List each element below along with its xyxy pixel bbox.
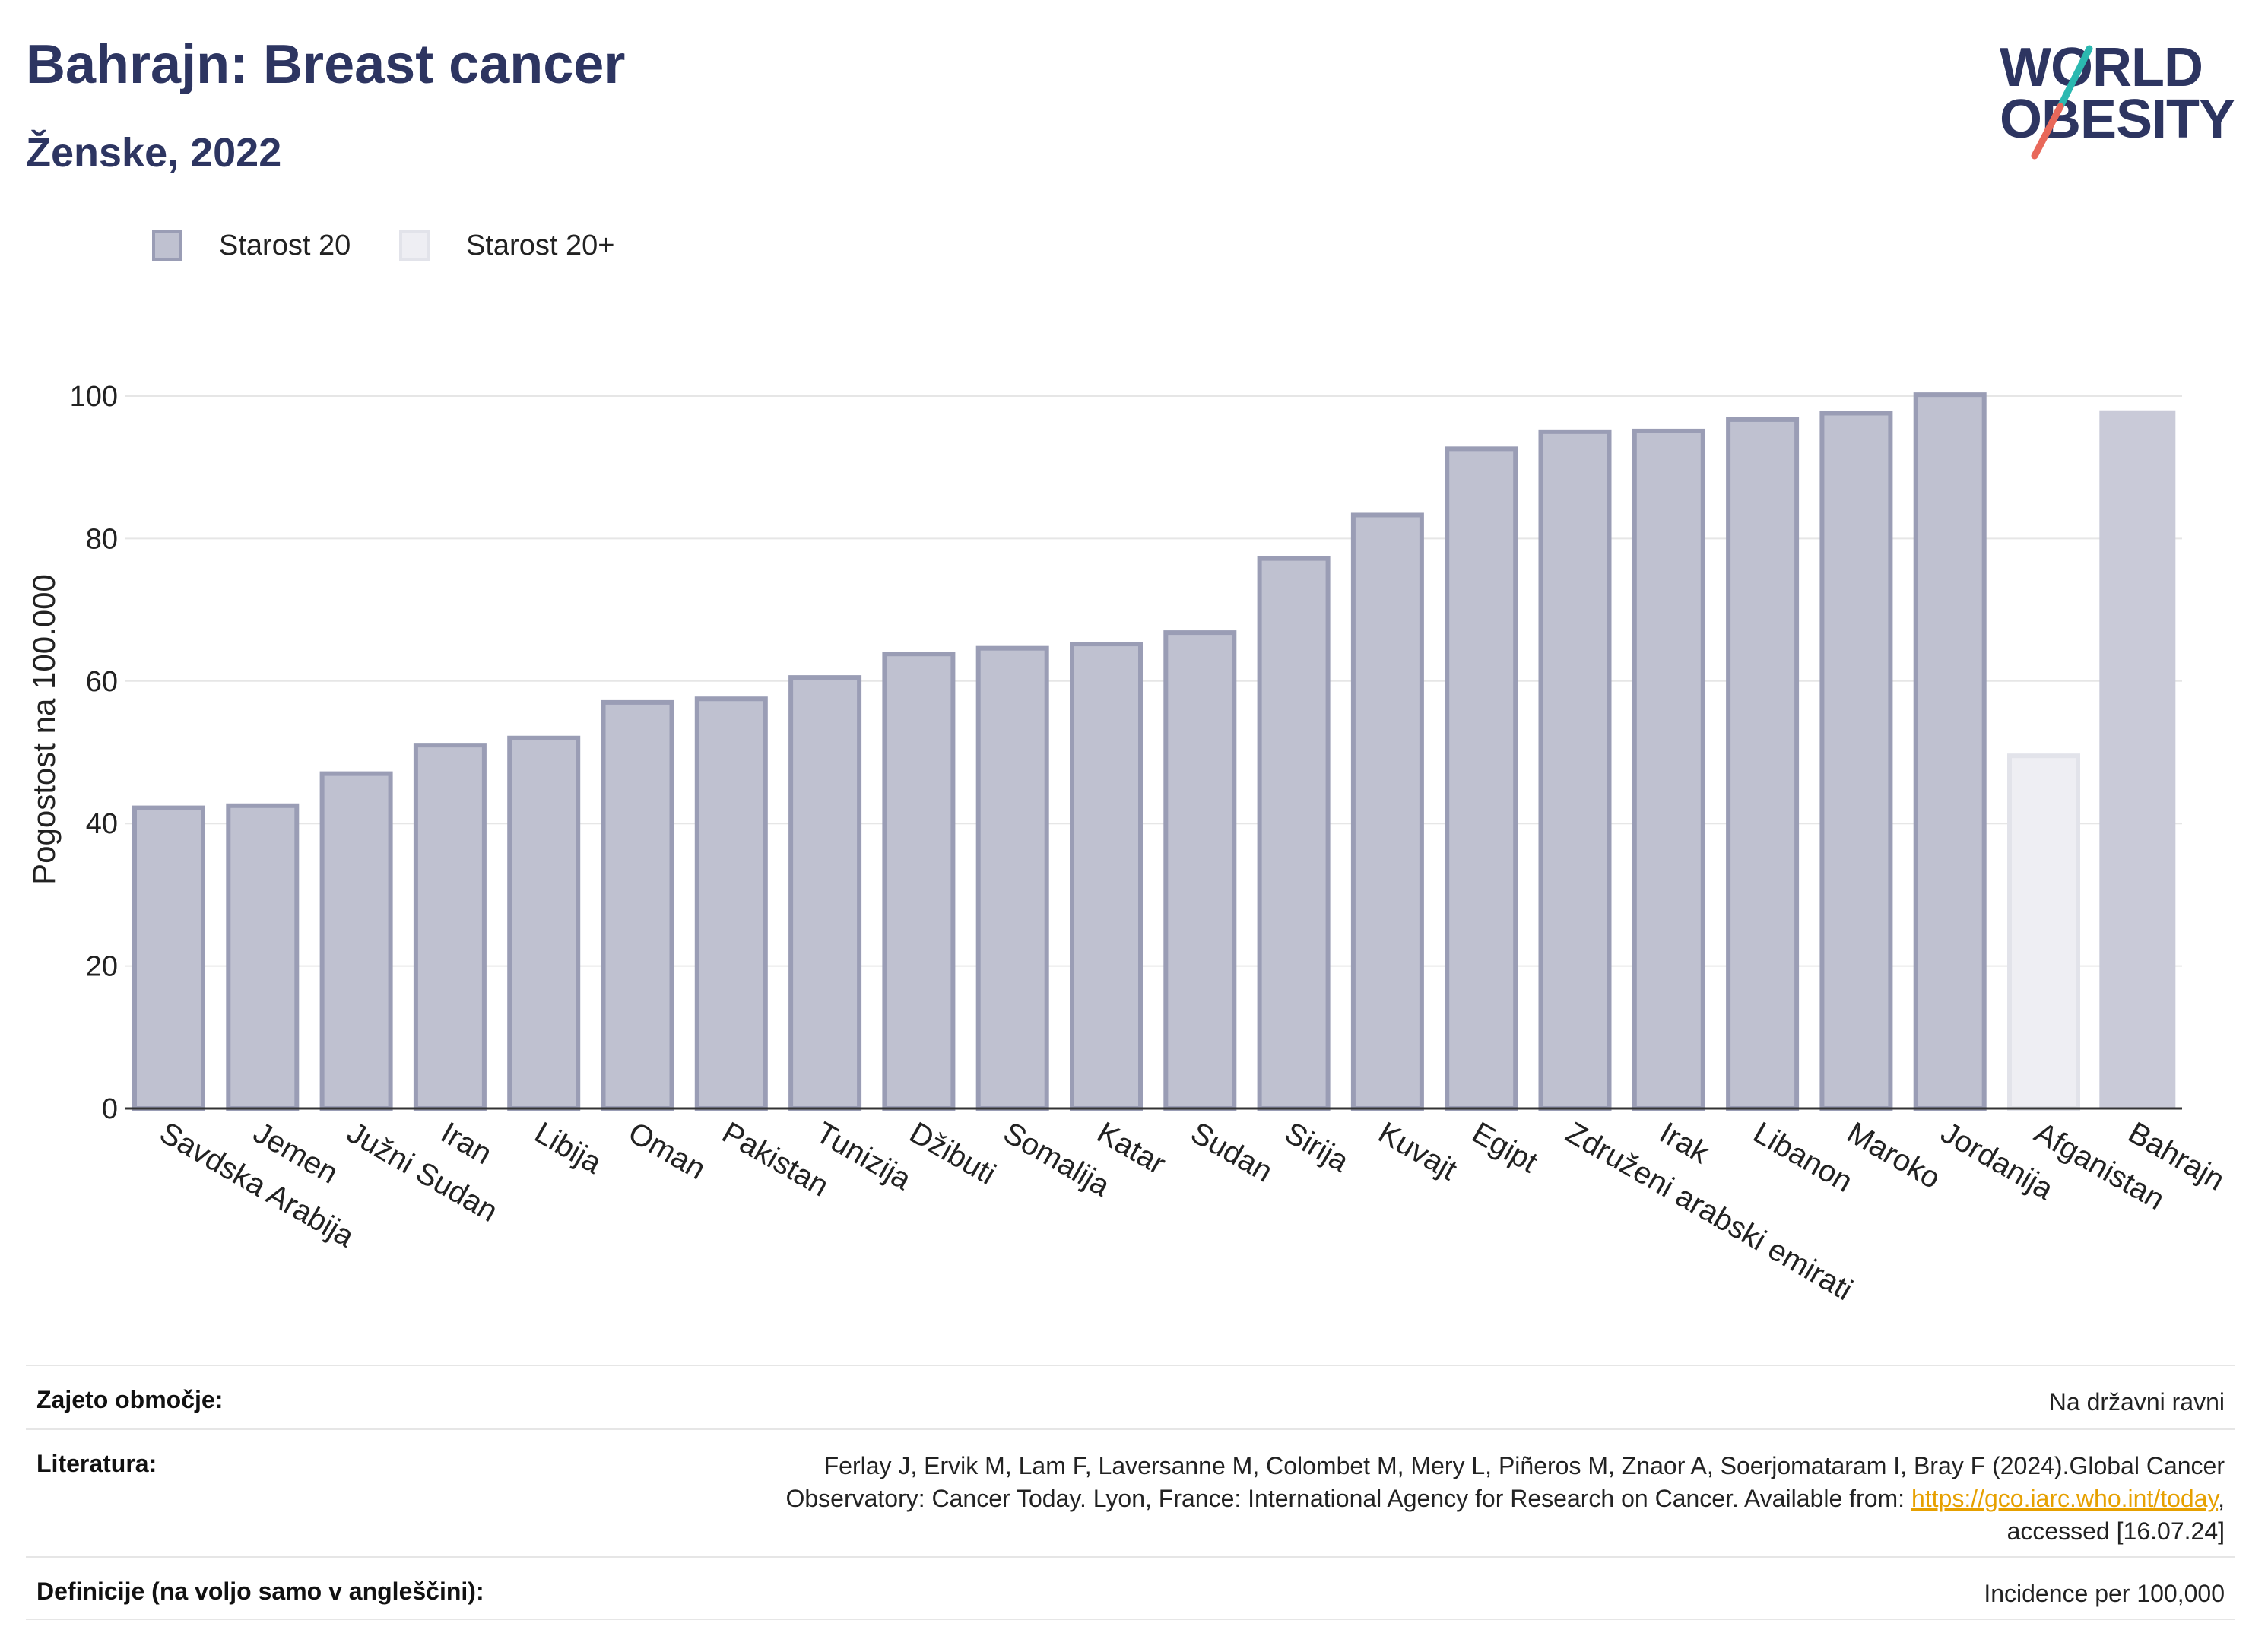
y-tick-label: 40 [86,808,118,840]
x-tick-label: Irak [1654,1116,1715,1171]
footer-value: Incidence per 100,000 [1984,1580,2225,1607]
bar-sudan[interactable] [1163,630,1237,1111]
footer-row-definitions: Definicije (na voljo samo v angleščini):… [26,1556,2235,1620]
y-tick-label: 0 [102,1093,118,1125]
bar-savdska-arabija[interactable] [132,805,205,1111]
x-tick-label: Oman [623,1116,711,1187]
bar-egipt[interactable] [1445,446,1518,1111]
footer-value: Na državni ravni [2048,1388,2225,1416]
logo-slash-icon [2031,45,2093,160]
literature-text: Observatory: Cancer Today. Lyon, France:… [785,1485,1911,1512]
x-tick-label: Kuvajt [1372,1116,1462,1187]
x-tick-label: Libanon [1748,1116,1858,1199]
bar-kuvajt[interactable] [1350,512,1424,1111]
x-tick-label: Sudan [1185,1116,1278,1189]
y-tick-label: 20 [86,951,118,983]
x-tick-label: Libija [529,1116,608,1181]
footer-key: Definicije (na voljo samo v angleščini): [36,1577,484,1605]
y-tick-label: 60 [86,666,118,698]
y-tick-label: 100 [70,381,118,413]
legend-swatch-starost-20 [152,230,182,261]
bar-džibuti[interactable] [882,652,956,1111]
bar-oman[interactable] [601,699,674,1111]
literature-text-end: , [2218,1485,2225,1512]
bar-somalija[interactable] [975,645,1049,1111]
bar-pakistan[interactable] [694,696,768,1111]
x-tick-label: Pakistan [716,1116,834,1203]
legend-label: Starost 20+ [466,230,615,262]
bar-libija[interactable] [507,735,581,1111]
bar-maroko[interactable] [1819,411,1893,1111]
x-tick-label: Sirija [1279,1116,1355,1179]
x-tick-label: Džibuti [904,1116,1001,1191]
literature-line-2: Observatory: Cancer Today. Lyon, France:… [552,1482,2225,1515]
bar-iran[interactable] [413,743,487,1111]
bar-irak[interactable] [1632,428,1705,1111]
x-tick-label: Somalija [998,1116,1115,1203]
footer-key: Literatura: [36,1450,157,1477]
literature-link[interactable]: https://gco.iarc.who.int/today [1911,1485,2219,1512]
y-axis-label: Pogostost na 100.000 [26,574,62,885]
logo-line-1: WORLD [2000,37,2203,98]
world-obesity-logo[interactable]: WORLD OBESITY [1977,23,2243,167]
footer-row-literature: Literatura: Ferlay J, Ervik M, Lam F, La… [26,1428,2235,1556]
bar-združeni-arabski-emirati[interactable] [1538,429,1612,1111]
bar-bahrajn[interactable] [2099,410,2176,1108]
logo-line-2: OBESITY [2000,89,2235,150]
literature-line-1: Ferlay J, Ervik M, Lam F, Laversanne M, … [823,1452,2225,1479]
y-tick-label: 80 [86,523,118,555]
footer-key: Zajeto območje: [36,1386,224,1413]
bar-katar[interactable] [1070,642,1143,1111]
bar-jemen[interactable] [226,803,300,1111]
legend-swatch-starost-20-plus [399,230,430,261]
chart-title: Bahrajn: Breast cancer [26,34,626,95]
literature-line-3: accessed [16.07.24] [2006,1517,2225,1545]
bar-jordanija[interactable] [1913,392,1987,1111]
bar-tunizija[interactable] [788,675,862,1111]
x-tick-label: Maroko [1841,1116,1946,1196]
legend-label: Starost 20 [219,230,351,262]
bar-afganistan[interactable] [2007,753,2080,1111]
x-tick-label: Egipt [1467,1116,1543,1180]
x-tick-label: Iran [435,1116,497,1172]
bar-južni-sudan[interactable] [319,771,393,1111]
bar-sirija[interactable] [1257,556,1331,1111]
bar-libanon[interactable] [1726,417,1800,1111]
footer-value-literature: Ferlay J, Ervik M, Lam F, Laversanne M, … [552,1450,2225,1548]
footer-row-coverage: Zajeto območje: Na državni ravni [26,1365,2235,1428]
chart-subtitle: Ženske, 2022 [26,130,282,176]
